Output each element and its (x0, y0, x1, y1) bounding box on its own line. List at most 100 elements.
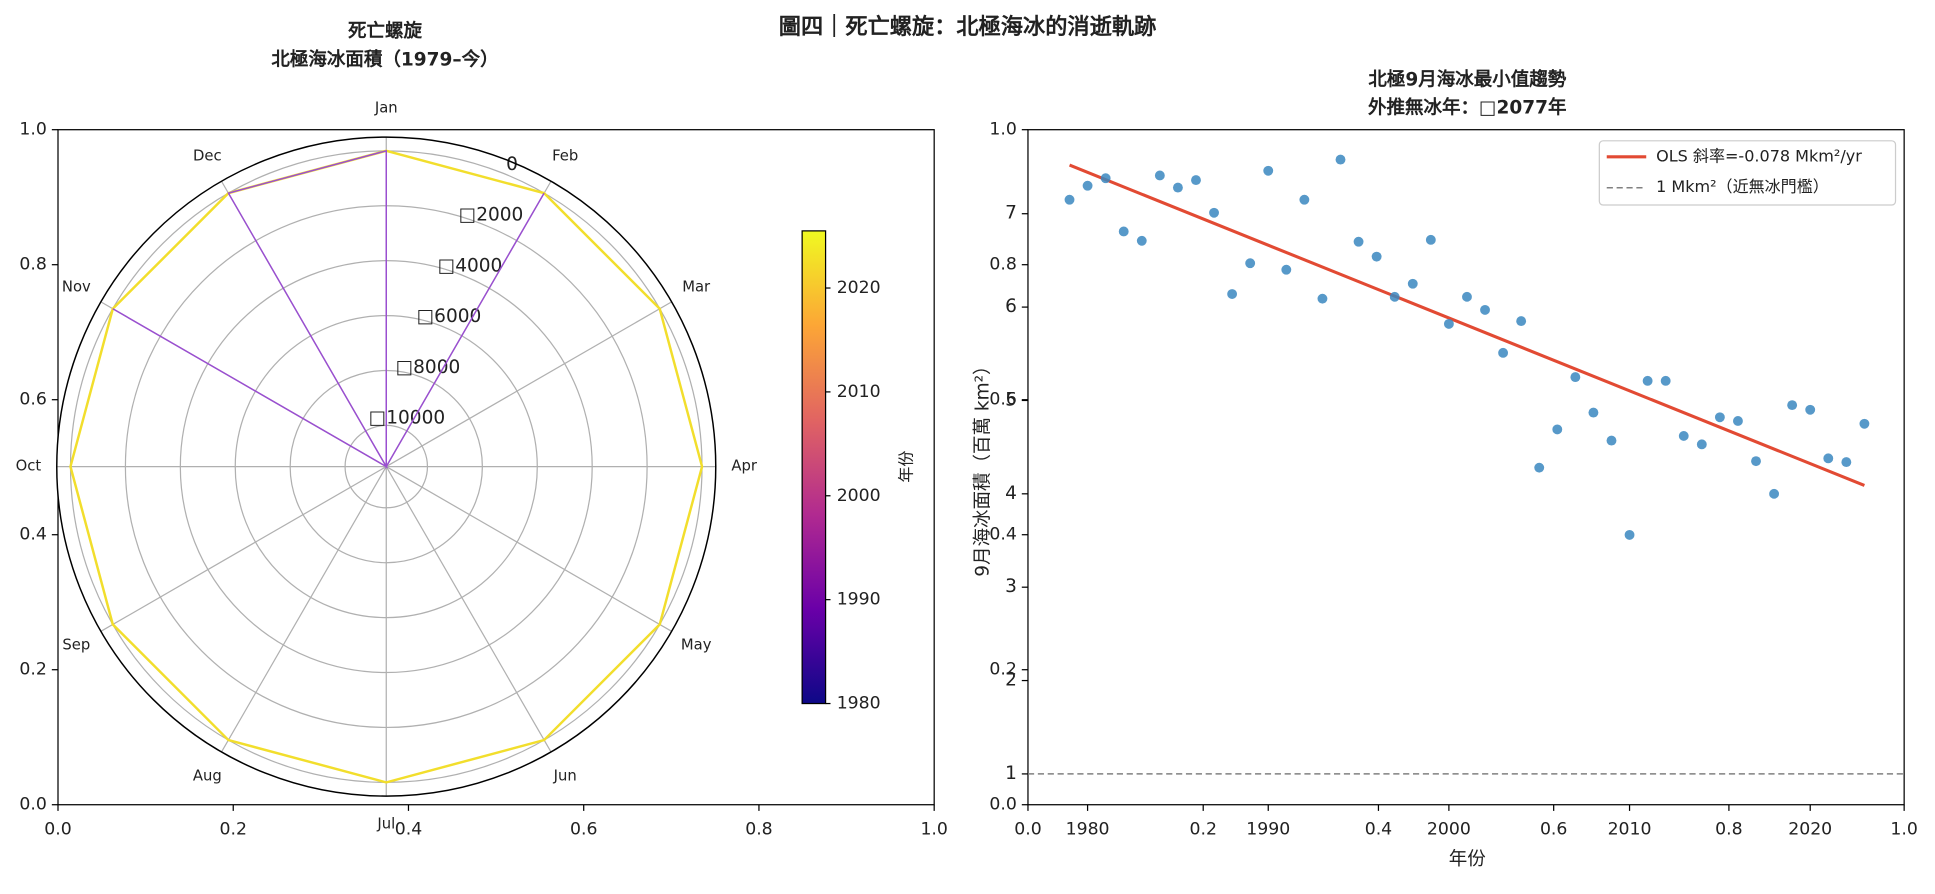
y-tick-label: 0.6 (19, 390, 46, 410)
chart-title: 北極海冰面積（1979–今） (271, 49, 498, 71)
data-point (1263, 165, 1274, 176)
data-point (1751, 456, 1761, 467)
data-point (1588, 407, 1599, 418)
data-point (1209, 207, 1219, 218)
data-point (1714, 412, 1725, 423)
radial-tick-label: □4000 (438, 255, 503, 276)
data-point (1353, 236, 1364, 247)
x-tick-label: 0.0 (1014, 819, 1041, 839)
x-tick-label: 0.2 (220, 819, 247, 839)
angular-tick-label: Aug (193, 768, 222, 785)
radial-tick-label: 0 (506, 154, 518, 175)
data-point (1118, 226, 1129, 237)
data-point (1154, 170, 1165, 181)
data-point (1480, 304, 1490, 315)
data-point (1172, 182, 1183, 193)
y-tick-label: 5 (1005, 389, 1017, 410)
angular-tick-label: Nov (62, 279, 91, 296)
x-tick-label: 1.0 (920, 819, 947, 839)
data-point (1299, 194, 1310, 205)
trend-line (1068, 163, 1865, 487)
x-tick-label: 0.6 (570, 819, 597, 839)
data-point (1425, 234, 1436, 245)
data-point (1443, 318, 1454, 329)
y-tick-label: 0.2 (19, 660, 46, 680)
angular-grid (100, 466, 387, 632)
y-tick-label: 6 (1005, 296, 1017, 317)
y-tick-label: 1.0 (989, 120, 1016, 140)
colorbar-label: 年份 (897, 451, 916, 483)
y-tick-label: 2 (1005, 670, 1017, 691)
y-tick-label: 3 (1005, 576, 1017, 597)
y-tick-label: 7 (1005, 203, 1017, 224)
data-point (1660, 375, 1671, 386)
angular-tick-label: Dec (193, 148, 222, 165)
data-point (1281, 264, 1292, 275)
y-axis-label: 9月海冰面積（百萬 km²） (973, 356, 994, 576)
data-point (1317, 293, 1328, 304)
chart-title: 北極9月海冰最小值趨勢 (1368, 68, 1566, 90)
y-tick-label: 0.6 (989, 390, 1016, 410)
y-tick-label: 0.0 (989, 795, 1016, 815)
angular-tick-label: Apr (731, 458, 758, 475)
chart-title: 外推無冰年：□2077年 (1368, 97, 1566, 119)
chart-title: 死亡螺旋 (348, 20, 423, 42)
data-point (1462, 291, 1472, 302)
y-tick-label: 0.8 (19, 255, 46, 275)
polar-boundary (56, 136, 717, 797)
data-point (1841, 457, 1852, 468)
data-point (1678, 430, 1689, 441)
legend-label: 1 Mkm²（近無冰門檻） (1656, 177, 1829, 196)
y-tick-label: 0.4 (989, 525, 1016, 545)
y-tick-label: 1.0 (19, 120, 46, 140)
angular-tick-label: Jun (553, 768, 577, 785)
x-tick-label: 0.4 (1365, 819, 1392, 839)
y-tick-label: 4 (1005, 483, 1017, 504)
x-tick-label: 0.0 (44, 819, 71, 839)
data-point (1823, 453, 1834, 464)
data-point (1407, 278, 1418, 289)
data-point (1733, 416, 1743, 426)
data-point (1805, 404, 1816, 415)
colorbar-tick-label: 1990 (837, 590, 881, 610)
data-point (1245, 258, 1256, 269)
colorbar (801, 230, 827, 705)
angular-grid (385, 301, 672, 468)
data-point (1191, 175, 1201, 186)
data-point (1371, 251, 1382, 262)
x-axis-label: 年份 (1449, 849, 1486, 870)
colorbar-tick-label: 1980 (837, 694, 881, 714)
data-point (1552, 424, 1563, 435)
data-point (1100, 173, 1111, 184)
legend-label: OLS 斜率=-0.078 Mkm²/yr (1656, 146, 1862, 165)
x-tick-label: 0.2 (1189, 819, 1216, 839)
data-point (1389, 291, 1400, 302)
angular-grid (385, 466, 552, 753)
angular-tick-label: Mar (682, 279, 711, 296)
x-tick-label: 2000 (1427, 819, 1471, 839)
x-tick-label: 1990 (1246, 819, 1290, 839)
data-point (1787, 400, 1798, 411)
radial-tick-label: □6000 (417, 306, 482, 327)
angular-tick-label: Jan (374, 100, 398, 117)
legend (1598, 140, 1897, 206)
data-point (1136, 235, 1147, 246)
colorbar-tick-label: 2010 (837, 382, 881, 402)
radial-tick-label: □8000 (396, 357, 461, 378)
series-line (112, 149, 545, 470)
data-point (1570, 372, 1581, 383)
y-tick-label: 0.8 (989, 255, 1016, 275)
colorbar-tick-label: 2020 (837, 278, 881, 298)
x-tick-label: 2020 (1788, 819, 1832, 839)
data-point (1859, 418, 1870, 429)
angular-tick-label: Sep (62, 637, 90, 654)
angular-tick-label: Oct (16, 458, 42, 475)
series-line (69, 149, 704, 784)
data-point (1606, 435, 1617, 446)
data-point (1624, 529, 1635, 540)
y-tick-label: 0.0 (19, 795, 46, 815)
data-point (1516, 316, 1527, 327)
data-point (1227, 289, 1238, 299)
